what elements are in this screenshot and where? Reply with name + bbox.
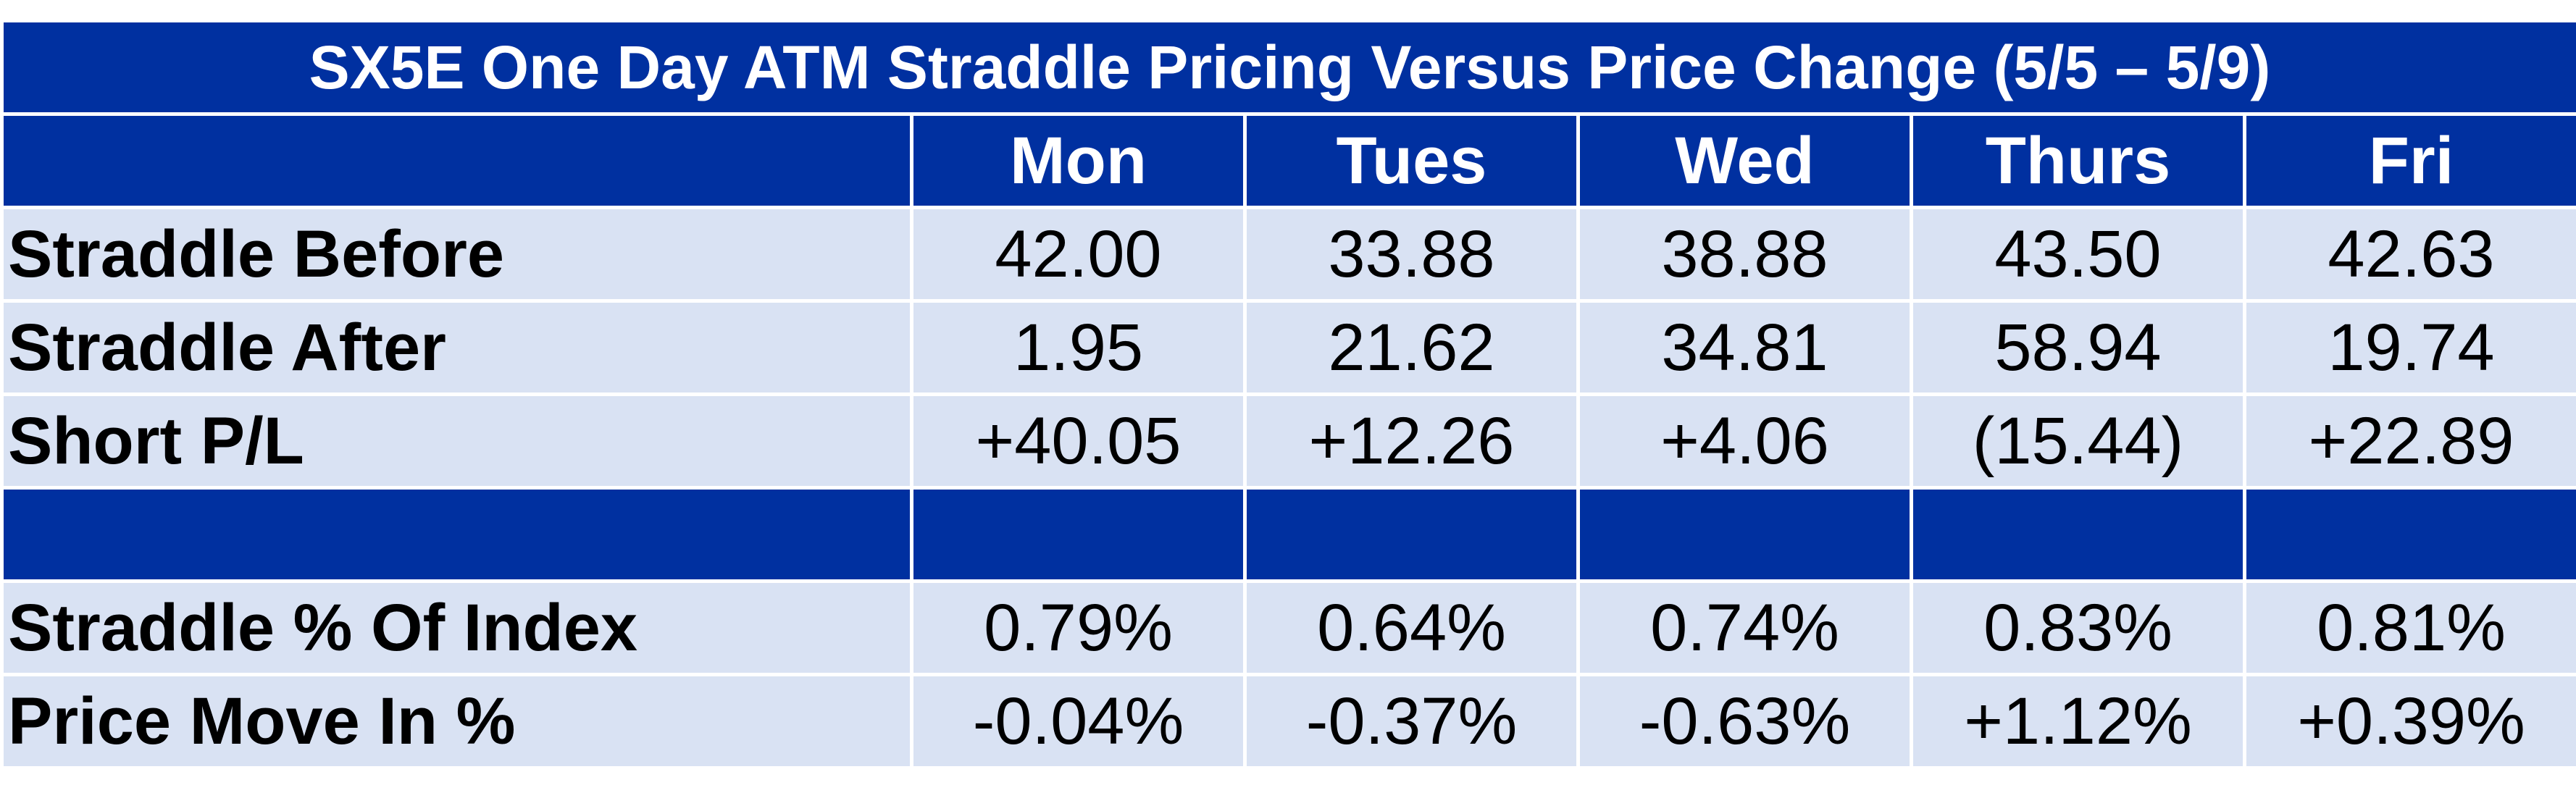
separator-cell — [910, 486, 1247, 583]
row-label: Straddle Before — [0, 206, 913, 303]
value-cell: 42.00 — [910, 206, 1247, 303]
value-cell: +4.06 — [1576, 392, 1913, 490]
header-label-cell — [0, 112, 913, 209]
row-label: Straddle % Of Index — [0, 579, 913, 676]
day-header-row: Mon Tues Wed Thurs Fri — [0, 112, 2576, 209]
value-cell: -0.63% — [1576, 673, 1913, 770]
value-cell: 0.81% — [2243, 579, 2576, 676]
header-mon: Mon — [910, 112, 1247, 209]
table-title: SX5E One Day ATM Straddle Pricing Versus… — [0, 19, 2576, 116]
value-cell: +1.12% — [1910, 673, 2246, 770]
row-straddle-after: Straddle After 1.95 21.62 34.81 58.94 19… — [0, 299, 2576, 396]
value-cell: 0.79% — [910, 579, 1247, 676]
separator-cell — [2243, 486, 2576, 583]
value-cell: (15.44) — [1910, 392, 2246, 490]
value-cell: 0.83% — [1910, 579, 2246, 676]
header-fri: Fri — [2243, 112, 2576, 209]
title-row: SX5E One Day ATM Straddle Pricing Versus… — [0, 19, 2576, 116]
value-cell: -0.37% — [1243, 673, 1580, 770]
row-short-pl: Short P/L +40.05 +12.26 +4.06 (15.44) +2… — [0, 392, 2576, 490]
separator-cell — [1576, 486, 1913, 583]
separator-cell — [1910, 486, 2246, 583]
value-cell: +22.89 — [2243, 392, 2576, 490]
header-wed: Wed — [1576, 112, 1913, 209]
value-cell: 0.64% — [1243, 579, 1580, 676]
header-tues: Tues — [1243, 112, 1580, 209]
value-cell: 43.50 — [1910, 206, 2246, 303]
value-cell: 42.63 — [2243, 206, 2576, 303]
value-cell: 19.74 — [2243, 299, 2576, 396]
header-thurs: Thurs — [1910, 112, 2246, 209]
row-label: Price Move In % — [0, 673, 913, 770]
value-cell: 34.81 — [1576, 299, 1913, 396]
row-straddle-pct-index: Straddle % Of Index 0.79% 0.64% 0.74% 0.… — [0, 579, 2576, 676]
value-cell: +40.05 — [910, 392, 1247, 490]
row-price-move-pct: Price Move In % -0.04% -0.37% -0.63% +1.… — [0, 673, 2576, 770]
value-cell: +12.26 — [1243, 392, 1580, 490]
value-cell: +0.39% — [2243, 673, 2576, 770]
separator-cell — [1243, 486, 1580, 583]
value-cell: 21.62 — [1243, 299, 1580, 396]
row-label: Short P/L — [0, 392, 913, 490]
value-cell: -0.04% — [910, 673, 1247, 770]
value-cell: 33.88 — [1243, 206, 1580, 303]
value-cell: 58.94 — [1910, 299, 2246, 396]
value-cell: 38.88 — [1576, 206, 1913, 303]
straddle-pricing-table: SX5E One Day ATM Straddle Pricing Versus… — [0, 19, 2576, 770]
separator-row — [0, 486, 2576, 583]
value-cell: 1.95 — [910, 299, 1247, 396]
value-cell: 0.74% — [1576, 579, 1913, 676]
row-straddle-before: Straddle Before 42.00 33.88 38.88 43.50 … — [0, 206, 2576, 303]
straddle-table-container: SX5E One Day ATM Straddle Pricing Versus… — [0, 19, 2576, 770]
row-label: Straddle After — [0, 299, 913, 396]
separator-cell — [0, 486, 913, 583]
